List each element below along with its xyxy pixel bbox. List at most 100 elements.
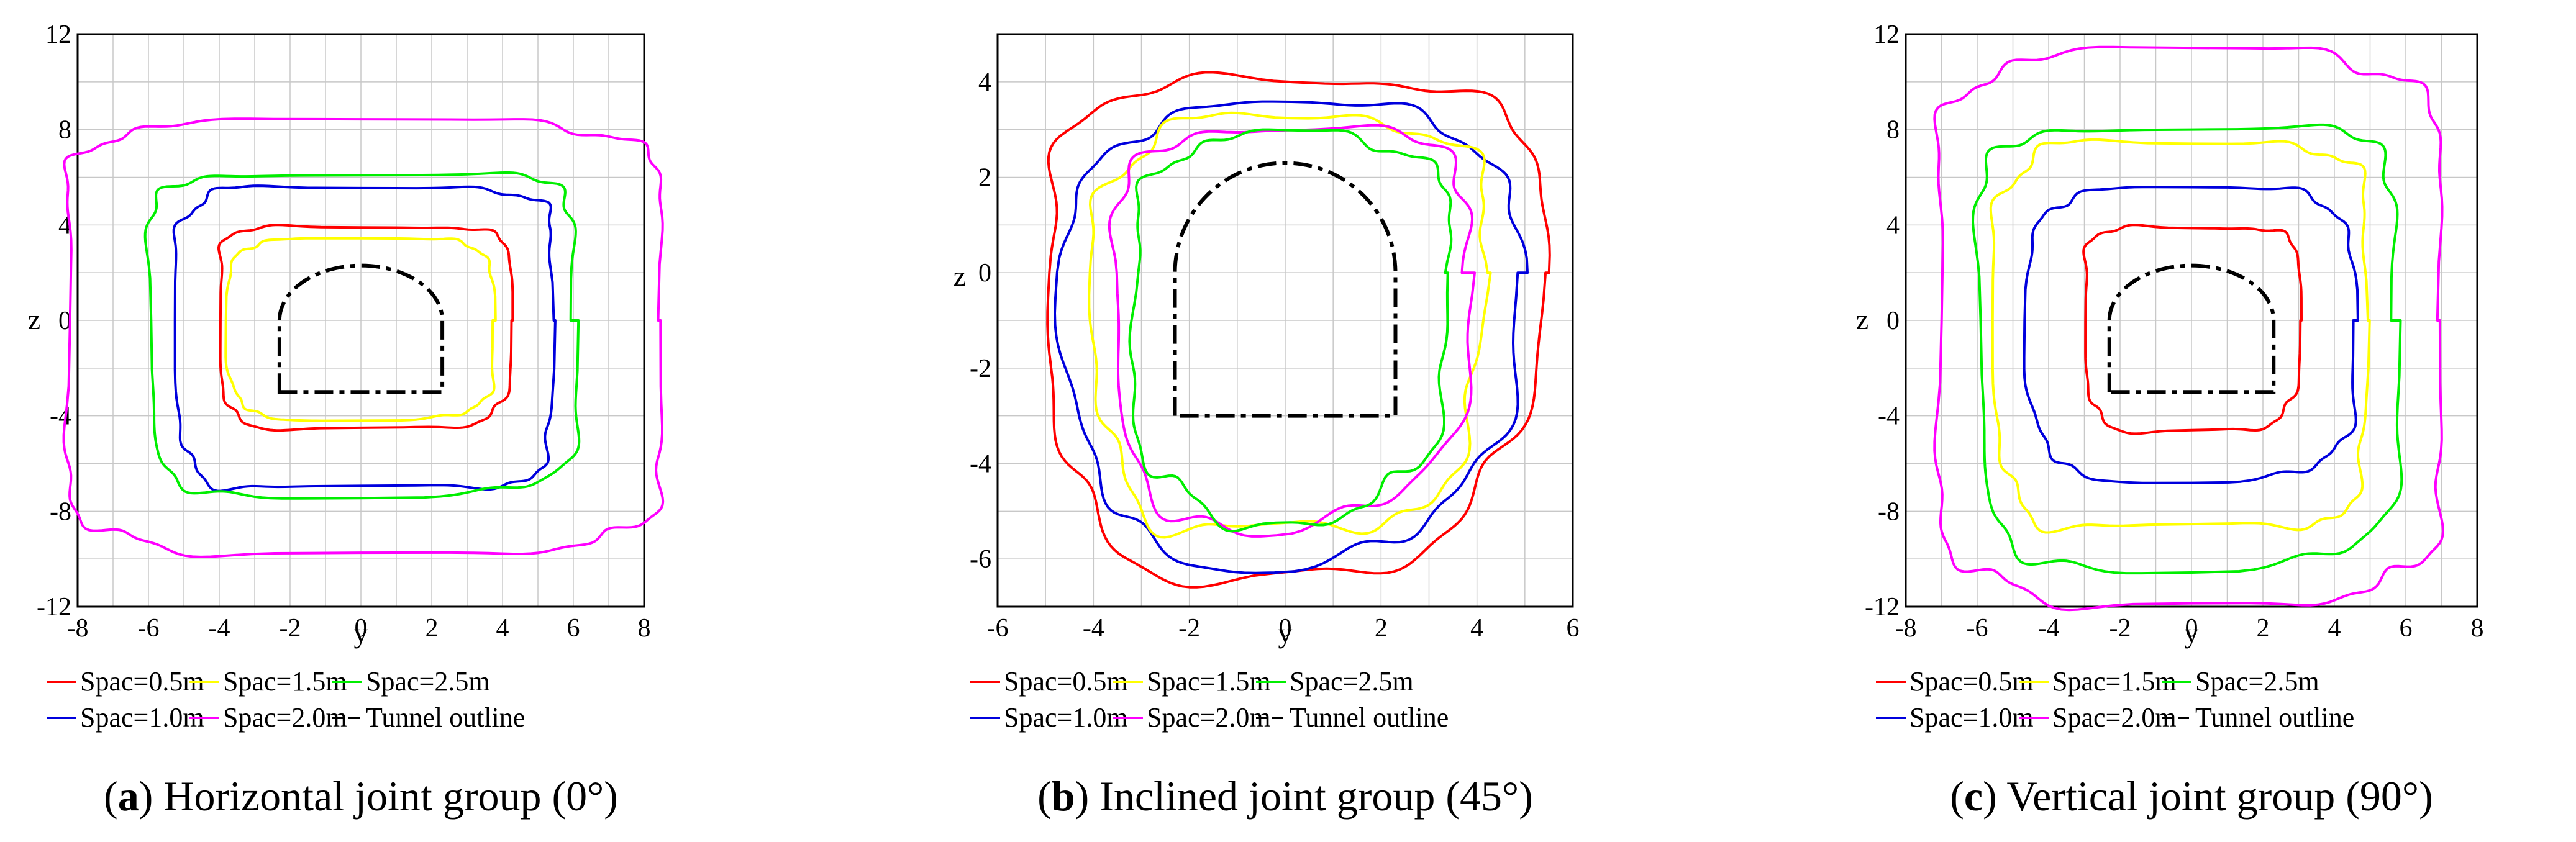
y-tick-label: -12: [37, 593, 71, 622]
contour-spac-2-5: [143, 171, 581, 500]
legend-label-spac-1-0: Spac=1.0m: [1909, 702, 2034, 733]
x-tick-label: 4: [1470, 614, 1483, 643]
y-tick-label: 8: [58, 116, 71, 145]
tunnel-outline-path: [2107, 263, 2276, 394]
panel-caption: (a) Horizontal joint group (0°): [104, 772, 618, 820]
x-tick-label: 6: [567, 614, 580, 643]
x-tick-label: 0: [1279, 614, 1292, 643]
legend-label-spac-2-0: Spac=2.0m: [2052, 702, 2177, 733]
x-tick-label: 4: [2328, 614, 2341, 643]
x-tick-label: -8: [1895, 614, 1917, 643]
legend-label-spac-2-5: Spac=2.5m: [366, 666, 490, 697]
contour-curves: [1046, 71, 1551, 589]
panel-b-inclined: -6 -4 -2 0 2 4 6 -6 -4 -2 0 2 4 y z Spac=0.5m Spac=1.…: [953, 33, 1580, 820]
caption-letter: b: [1052, 772, 1075, 820]
plot-frame: [1905, 33, 2478, 608]
caption-text: Inclined joint group (45°): [1089, 772, 1533, 820]
x-tick-label: -6: [1967, 614, 1988, 643]
legend-label-tunnel: Tunnel outline: [2195, 702, 2354, 733]
caption-text: Horizontal joint group (0°): [153, 772, 618, 820]
y-tick-label: -4: [970, 450, 991, 479]
contour-spac-1-0: [172, 184, 557, 492]
legend-label-spac-1-5: Spac=1.5m: [223, 666, 347, 697]
y-axis-label: z: [1856, 304, 1868, 335]
legend-label-tunnel: Tunnel outline: [366, 702, 525, 733]
y-tick-label: 8: [1886, 116, 1900, 145]
y-tick-label: -2: [970, 355, 991, 383]
contour-spac-2-0: [62, 117, 665, 558]
x-tick-label: 2: [1375, 614, 1388, 643]
contour-spac-1-5: [1989, 138, 2371, 534]
legend-label-spac-2-0: Spac=2.0m: [1147, 702, 1271, 733]
x-tick-label: -6: [987, 614, 1009, 643]
x-tick-label: -6: [138, 614, 160, 643]
y-axis-label: z: [28, 304, 40, 335]
y-tick-label: -6: [970, 545, 991, 574]
contour-spac-0-5: [217, 224, 514, 432]
legend-label-spac-1-5: Spac=1.5m: [2052, 666, 2177, 697]
x-tick-label: -4: [209, 614, 230, 643]
x-tick-label: -4: [2038, 614, 2060, 643]
tick-labels: -6 -4 -2 0 2 4 6 -6 -4 -2 0 2 4: [970, 68, 1580, 643]
contour-spac-2-0: [1933, 45, 2444, 612]
contour-spac-1-5: [1088, 111, 1492, 539]
contour-spac-1-5: [224, 237, 497, 422]
y-tick-label: -4: [1878, 402, 1900, 431]
plot-frame: [76, 33, 645, 608]
y-tick-label: 0: [1886, 307, 1900, 335]
legend: Spac=0.5m Spac=1.5m Spac=2.5m Spac=1.0m Spac…: [970, 666, 1449, 733]
legend-label-spac-1-0: Spac=1.0m: [80, 702, 204, 733]
y-tick-label: -8: [1878, 497, 1900, 526]
x-axis-label: y: [354, 617, 368, 649]
x-tick-label: -8: [67, 614, 89, 643]
x-tick-label: -2: [2109, 614, 2131, 643]
contour-spac-2-5: [1128, 128, 1453, 533]
tunnel-outline: [277, 263, 445, 394]
plot-frame: [996, 33, 1574, 608]
contour-curves: [1933, 45, 2444, 612]
y-tick-label: 4: [1886, 211, 1900, 240]
tunnel-outline: [2107, 263, 2276, 394]
x-tick-label: 6: [1567, 614, 1580, 643]
x-tick-label: 2: [2257, 614, 2270, 643]
x-tick-label: 2: [426, 614, 439, 643]
y-tick-label: 12: [45, 20, 71, 49]
caption-text: Vertical joint group (90°): [1997, 772, 2433, 820]
y-tick-label: 4: [978, 68, 991, 97]
x-tick-label: 4: [496, 614, 509, 643]
contour-spac-2-5: [1972, 123, 2403, 575]
y-tick-label: 0: [58, 307, 71, 335]
x-tick-label: 6: [2400, 614, 2413, 643]
contour-spac-0-5: [2082, 224, 2303, 435]
y-tick-label: -12: [1865, 593, 1900, 622]
x-axis-label: y: [2185, 617, 2199, 649]
tunnel-outline-path: [277, 263, 445, 394]
y-tick-label: -4: [50, 402, 71, 431]
contour-spac-2-0: [1108, 124, 1476, 538]
contour-spac-1-0: [2023, 186, 2359, 484]
legend-label-spac-2-5: Spac=2.5m: [2195, 666, 2319, 697]
contour-spac-1-0: [1054, 100, 1529, 574]
x-axis-label: y: [1278, 617, 1293, 649]
panel-caption: (b) Inclined joint group (45°): [1037, 772, 1533, 820]
contour-curves: [62, 117, 665, 558]
legend-label-spac-2-5: Spac=2.5m: [1290, 666, 1414, 697]
y-tick-label: 12: [1873, 20, 1900, 49]
x-tick-label: -2: [280, 614, 301, 643]
caption-letter: c: [1964, 772, 1983, 820]
y-tick-label: -8: [50, 497, 71, 526]
legend-label-spac-0-5: Spac=0.5m: [1909, 666, 2034, 697]
contour-spac-0-5: [1046, 71, 1551, 589]
x-tick-label: -4: [1083, 614, 1104, 643]
x-tick-label: 8: [2471, 614, 2484, 643]
x-tick-label: 8: [638, 614, 651, 643]
legend-label-spac-0-5: Spac=0.5m: [1004, 666, 1128, 697]
x-tick-label: 0: [355, 614, 368, 643]
legend: Spac=0.5m Spac=1.5m Spac=2.5m Spac=1.0m Spac…: [1876, 666, 2354, 733]
caption-letter: a: [118, 772, 139, 820]
y-axis-label: z: [953, 260, 966, 292]
